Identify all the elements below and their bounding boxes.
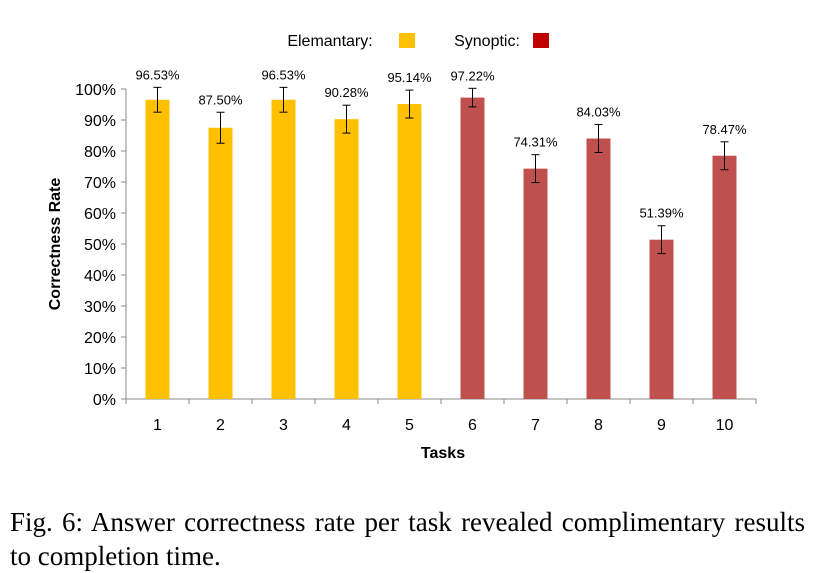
x-tick-label: 6 (468, 417, 477, 434)
bar (145, 99, 170, 399)
y-axis-title: Correctness Rate (47, 178, 64, 311)
y-tick-label: 20% (84, 330, 116, 347)
bar (712, 155, 737, 399)
y-tick-label: 60% (84, 206, 116, 223)
legend-label-synoptic: Synoptic: (454, 33, 520, 50)
bar (586, 138, 611, 399)
legend-swatch-elementary (399, 33, 415, 48)
bar (334, 119, 359, 399)
x-tick-label: 10 (716, 417, 734, 434)
y-tick-label: 70% (84, 175, 116, 192)
bar (460, 97, 485, 400)
bar (649, 239, 674, 399)
legend: Elemantary: Synoptic: (287, 33, 549, 50)
data-label: 95.14% (387, 70, 432, 85)
legend-swatch-synoptic (533, 33, 549, 48)
x-tick-label: 3 (279, 417, 288, 434)
bar (523, 168, 548, 399)
x-tick-label: 4 (342, 417, 351, 434)
figure-caption: Fig. 6: Answer correctness rate per task… (10, 507, 805, 571)
y-tick-label: 100% (75, 82, 116, 99)
data-label: 51.39% (639, 206, 684, 221)
x-tick-label: 9 (657, 417, 666, 434)
data-label: 90.28% (324, 85, 369, 100)
y-tick-label: 80% (84, 144, 116, 161)
x-tick-label: 7 (531, 417, 540, 434)
plot-area: 0% 10% 20% 30% 40% 50% 60% 70% 80% 90% 100% 96.53% 1… (75, 67, 757, 434)
correctness-bar-chart: Elemantary: Synoptic: 0% 10% 20% 30% 40% 50% 6… (47, 33, 757, 462)
x-tick-label: 1 (153, 417, 162, 434)
data-label: 96.53% (261, 67, 306, 82)
data-label: 97.22% (450, 68, 495, 83)
bar (397, 104, 422, 399)
bar (208, 127, 233, 399)
y-tick-label: 30% (84, 299, 116, 316)
legend-label-elementary: Elemantary: (287, 33, 372, 50)
y-tick-label: 10% (84, 361, 116, 378)
x-tick-label: 8 (594, 417, 603, 434)
y-tick-label: 90% (84, 113, 116, 130)
data-label: 84.03% (576, 105, 621, 120)
y-tick-label: 40% (84, 268, 116, 285)
data-label: 78.47% (702, 122, 747, 137)
x-tick-label: 5 (405, 417, 414, 434)
y-tick-label: 50% (84, 237, 116, 254)
data-label: 74.31% (513, 135, 558, 150)
y-tick-label: 0% (93, 392, 116, 409)
data-label: 96.53% (135, 67, 180, 82)
data-label: 87.50% (198, 92, 243, 107)
x-axis-title: Tasks (421, 445, 465, 462)
bar (271, 99, 296, 399)
x-tick-label: 2 (216, 417, 225, 434)
